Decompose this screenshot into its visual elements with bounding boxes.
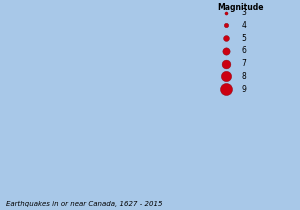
Point: [224, 87, 229, 91]
Text: 3: 3: [242, 8, 246, 17]
Point: [224, 62, 229, 65]
Text: 5: 5: [242, 34, 246, 43]
Text: 8: 8: [242, 72, 246, 81]
Text: 9: 9: [242, 85, 246, 94]
Point: [224, 11, 229, 14]
Text: Earthquakes in or near Canada, 1627 - 2015: Earthquakes in or near Canada, 1627 - 20…: [6, 201, 163, 207]
Point: [224, 36, 229, 40]
Text: 7: 7: [242, 59, 246, 68]
Text: Magnitude: Magnitude: [217, 3, 264, 12]
Point: [224, 75, 229, 78]
Text: 6: 6: [242, 46, 246, 55]
Text: 4: 4: [242, 21, 246, 30]
Point: [224, 24, 229, 27]
Point: [224, 49, 229, 52]
